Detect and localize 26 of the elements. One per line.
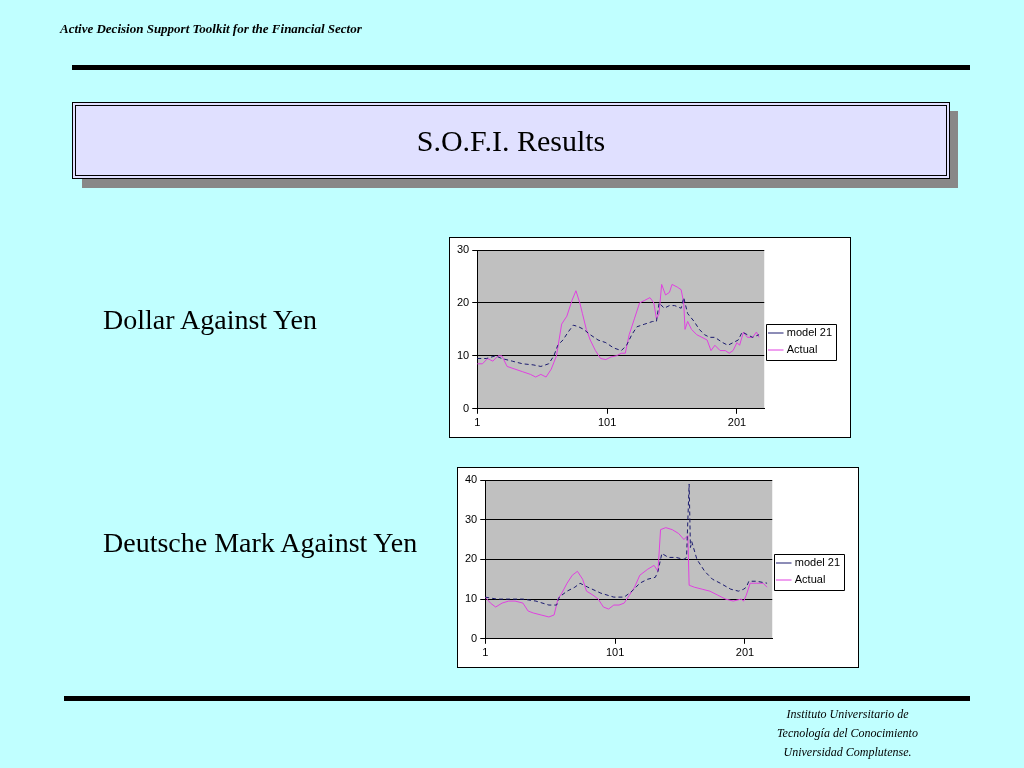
x-tick-label: 201 xyxy=(727,416,747,429)
legend-label: Actual xyxy=(794,573,826,586)
y-tick-label: 30 xyxy=(456,243,470,256)
x-tick-label: 1 xyxy=(474,416,481,429)
text: Instituto Universitario de Tecnología del Conocimiento Universidad Complutense. xyxy=(776,706,919,761)
legend-label: model 21 xyxy=(786,326,833,339)
y-tick-label: 10 xyxy=(456,348,470,361)
legend-label: model 21 xyxy=(794,556,841,569)
y-tick-label: 10 xyxy=(464,592,478,605)
x-tick-label: 101 xyxy=(605,646,625,659)
y-tick-label: 0 xyxy=(463,401,470,414)
text: Deutsche Mark Against Yen xyxy=(103,526,418,560)
text: S.O.F.I. Results xyxy=(72,102,950,179)
line-series xyxy=(485,483,768,606)
x-tick-label: 201 xyxy=(735,646,755,659)
text: Active Decision Support Toolkit for the Financial Sector xyxy=(60,21,362,37)
text: Dollar Against Yen xyxy=(103,303,317,337)
y-tick-label: 30 xyxy=(464,512,478,525)
y-tick-label: 40 xyxy=(464,473,478,486)
y-tick-label: 0 xyxy=(471,631,478,644)
x-tick-label: 101 xyxy=(597,416,617,429)
line-series xyxy=(477,297,760,367)
x-tick-label: 1 xyxy=(482,646,489,659)
y-tick-label: 20 xyxy=(464,552,478,565)
y-tick-label: 20 xyxy=(456,295,470,308)
legend-label: Actual xyxy=(786,343,818,356)
